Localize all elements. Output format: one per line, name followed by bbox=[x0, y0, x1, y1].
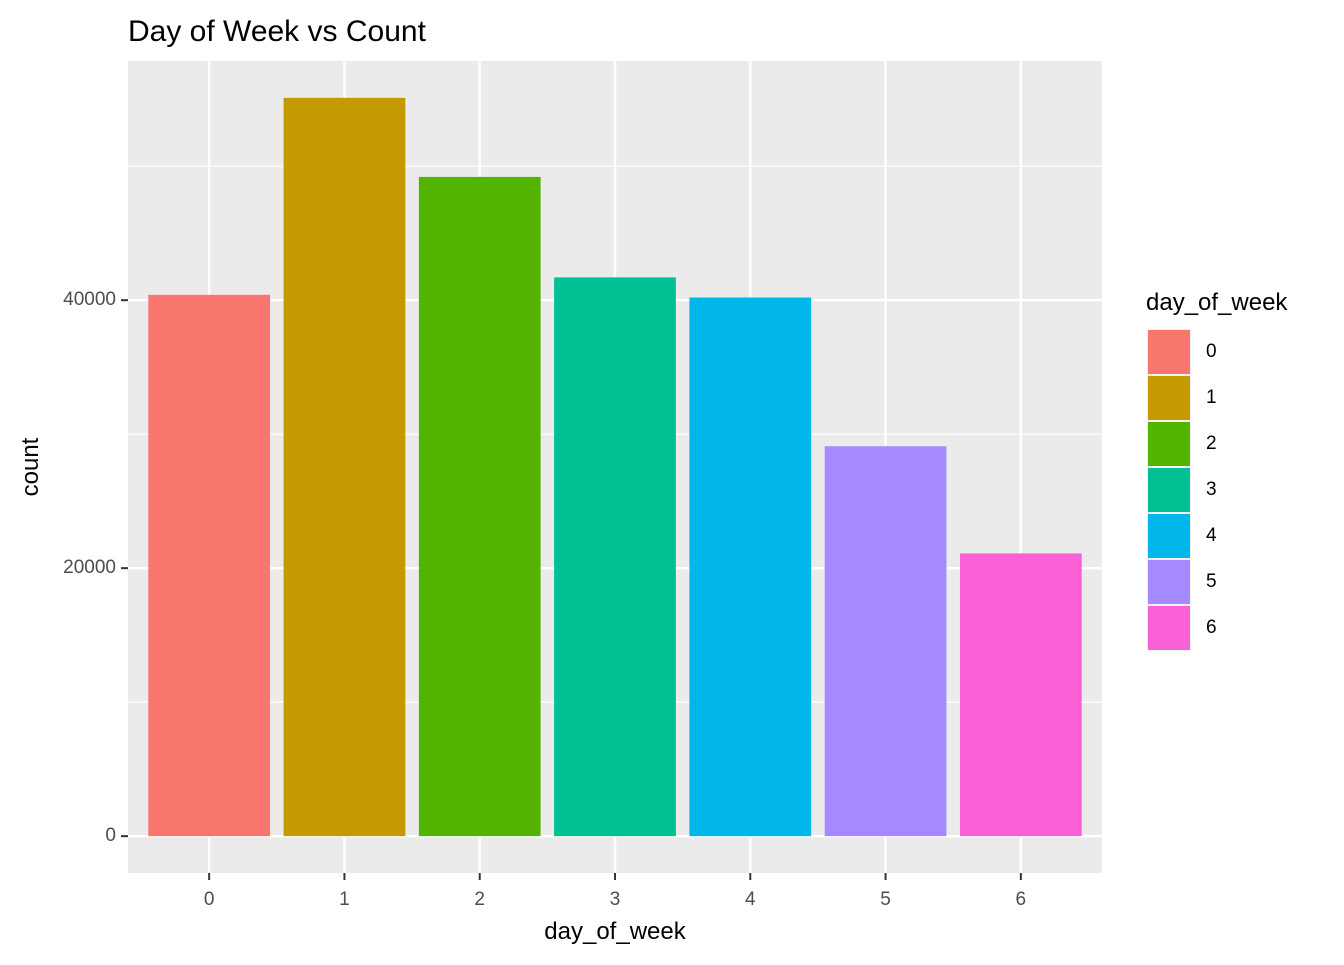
legend-title: day_of_week bbox=[1146, 289, 1288, 316]
bar-0 bbox=[148, 294, 271, 837]
bar-1 bbox=[283, 97, 406, 837]
legend-label: 5 bbox=[1206, 571, 1217, 592]
x-axis-title: day_of_week bbox=[544, 918, 686, 945]
bar-5 bbox=[824, 446, 947, 837]
x-tick-label: 0 bbox=[204, 889, 215, 910]
legend-label: 0 bbox=[1206, 341, 1217, 362]
legend-label: 2 bbox=[1206, 433, 1217, 454]
y-axis: 0 20000 40000 bbox=[63, 289, 128, 846]
x-tick-label: 6 bbox=[1016, 889, 1027, 910]
bar-2 bbox=[418, 176, 541, 837]
x-tick-label: 2 bbox=[474, 889, 485, 910]
legend-swatch-5 bbox=[1148, 560, 1190, 604]
bar-3 bbox=[554, 277, 676, 837]
bars bbox=[148, 97, 1082, 837]
legend-swatch-0 bbox=[1148, 330, 1190, 374]
legend-label: 4 bbox=[1206, 525, 1217, 546]
legend-label: 3 bbox=[1206, 479, 1217, 500]
legend-label: 1 bbox=[1206, 387, 1217, 408]
legend-swatch-4 bbox=[1148, 514, 1190, 558]
x-tick-label: 3 bbox=[610, 889, 621, 910]
bar-6 bbox=[959, 553, 1082, 837]
legend-swatch-1 bbox=[1148, 376, 1190, 420]
y-tick-label: 40000 bbox=[63, 289, 116, 310]
legend-items: 0 1 2 3 4 5 6 bbox=[1147, 329, 1217, 651]
chart-title: Day of Week vs Count bbox=[128, 15, 427, 48]
legend-label: 6 bbox=[1206, 617, 1217, 638]
x-axis: 0 1 2 3 4 5 6 bbox=[204, 873, 1026, 910]
legend-swatch-2 bbox=[1148, 422, 1190, 466]
x-tick-label: 4 bbox=[745, 889, 756, 910]
y-tick-label: 20000 bbox=[63, 557, 116, 578]
legend-swatch-6 bbox=[1148, 606, 1190, 650]
y-tick-label: 0 bbox=[105, 825, 116, 846]
x-tick-label: 5 bbox=[880, 889, 891, 910]
y-axis-title: count bbox=[17, 437, 44, 496]
legend-swatch-3 bbox=[1148, 468, 1190, 512]
x-tick-label: 1 bbox=[339, 889, 350, 910]
legend: day_of_week 0 1 2 3 4 5 6 bbox=[1146, 289, 1288, 651]
bar-4 bbox=[689, 297, 812, 837]
